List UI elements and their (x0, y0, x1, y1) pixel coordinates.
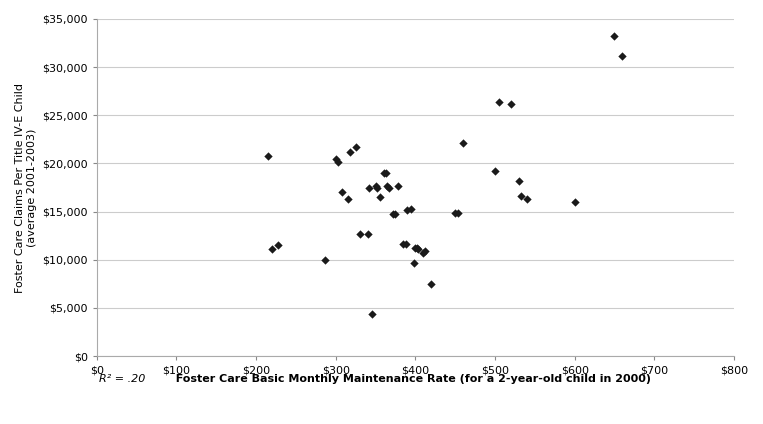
Point (457, 140, 469, 147)
Text: Foster Care Basic Monthly Maintenance Rate (for a 2-year-old child in 2000): Foster Care Basic Monthly Maintenance Ra… (168, 374, 651, 385)
Point (380, 170, 392, 176)
Point (405, 205, 417, 212)
Point (387, 211, 399, 218)
Point (617, 52, 629, 59)
Point (382, 182, 394, 189)
Point (342, 196, 354, 203)
Point (425, 280, 437, 287)
Point (378, 170, 390, 176)
Text: R² = .20: R² = .20 (99, 374, 146, 385)
Point (363, 184, 375, 191)
Point (336, 189, 348, 196)
Point (608, 33, 620, 40)
Point (412, 246, 424, 253)
Point (349, 144, 362, 151)
Point (319, 257, 331, 263)
Point (262, 152, 274, 159)
Point (272, 242, 285, 249)
Point (330, 155, 342, 162)
Point (365, 310, 378, 317)
Point (353, 230, 365, 237)
Point (332, 158, 344, 165)
Point (410, 245, 423, 251)
Point (362, 230, 374, 237)
Point (417, 250, 430, 257)
Point (407, 259, 420, 266)
Point (374, 194, 386, 201)
Point (449, 209, 462, 216)
Point (515, 193, 527, 200)
Y-axis label: Foster Care Claims Per Title IV-E Child
(average 2001-2003): Foster Care Claims Per Title IV-E Child … (15, 83, 37, 293)
Point (398, 241, 410, 248)
Point (409, 245, 421, 251)
Point (513, 177, 525, 184)
Point (369, 182, 382, 189)
Point (371, 184, 383, 191)
Point (489, 168, 501, 175)
Point (344, 148, 356, 155)
Point (401, 206, 414, 213)
Point (266, 246, 278, 253)
Point (389, 210, 401, 217)
Point (391, 182, 404, 189)
Point (419, 248, 431, 254)
Point (505, 100, 517, 107)
Point (452, 209, 464, 216)
Point (568, 198, 581, 205)
Point (400, 241, 412, 248)
Point (383, 184, 395, 191)
Point (521, 196, 533, 203)
Point (493, 98, 505, 105)
